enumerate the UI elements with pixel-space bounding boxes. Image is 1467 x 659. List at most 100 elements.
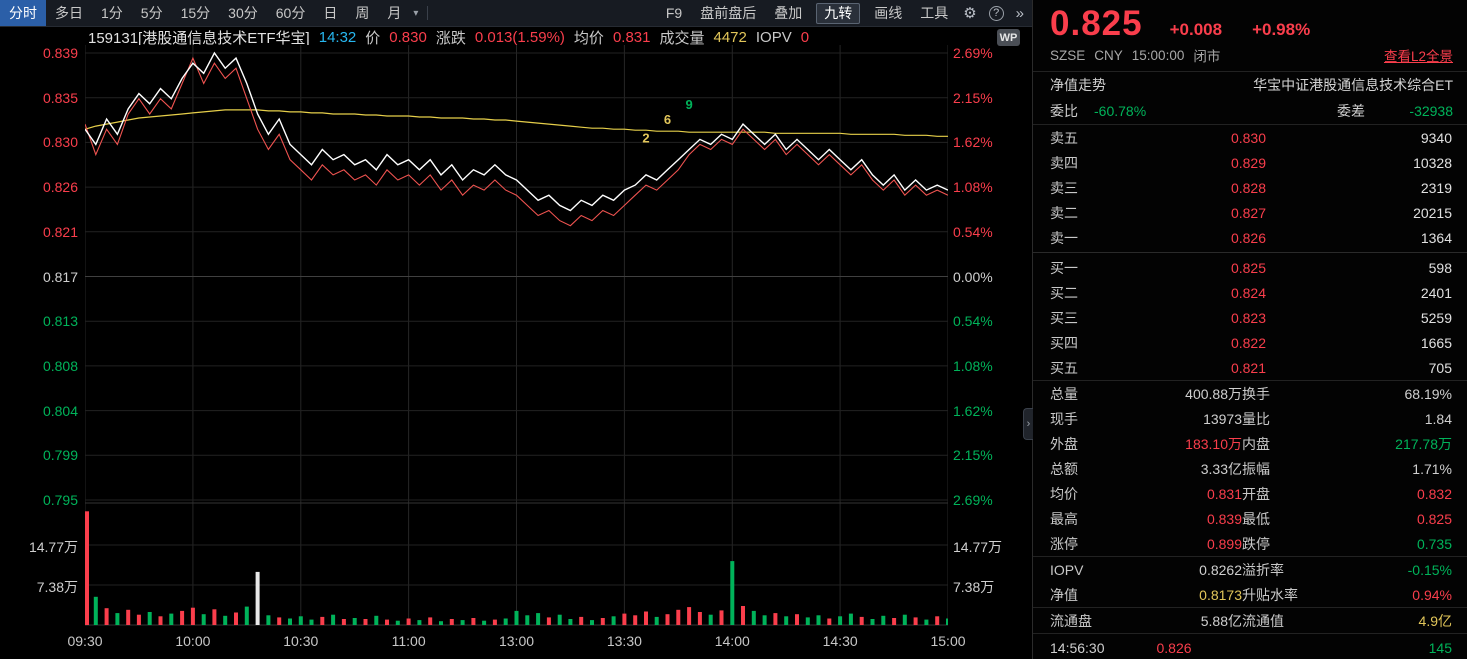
tab-weekly[interactable]: 周: [355, 5, 370, 21]
tick-row[interactable]: 14:56:30 0.826 145: [1033, 634, 1467, 659]
tool-tools[interactable]: 工具: [920, 5, 949, 21]
time-axis-label: 14:00: [714, 633, 750, 649]
bid-price: 0.825: [1230, 259, 1266, 276]
ask-row[interactable]: 卖一 0.826 1364: [1033, 225, 1467, 250]
percent-axis-label: 1.08%: [953, 179, 993, 196]
stats-row: 总量 400.88万 换手 68.19%: [1033, 381, 1467, 406]
panel-divider: [1033, 71, 1467, 72]
bid-row[interactable]: 买五 0.821 705: [1033, 355, 1467, 380]
tab-5min[interactable]: 5分: [140, 5, 163, 21]
l2-panorama-link[interactable]: 查看L2全景: [1383, 49, 1453, 64]
stat-value: 0.735: [1416, 535, 1452, 552]
stat-label: 流通盘: [1050, 612, 1092, 629]
stat-value: 0.8173: [1199, 586, 1242, 603]
fund-name: 华宝中证港股通信息技术综合ET: [1253, 77, 1453, 93]
stat-value: 0.825: [1416, 510, 1452, 527]
tab-intraday[interactable]: 分时: [0, 0, 46, 26]
time-axis-label: 10:00: [175, 633, 211, 649]
tab-30min[interactable]: 30分: [228, 5, 258, 21]
symbol-title: 159131[港股通信息技术ETF华宝]: [88, 29, 310, 47]
bid-row[interactable]: 买一 0.825 598: [1033, 255, 1467, 280]
chevron-down-icon[interactable]: ▾: [413, 7, 419, 19]
bid-row[interactable]: 买二 0.824 2401: [1033, 280, 1467, 305]
bid-row[interactable]: 买三 0.823 5259: [1033, 305, 1467, 330]
tick-time: 14:56:30: [1050, 640, 1105, 656]
ask-qty: 1364: [1420, 229, 1452, 246]
toolbar: 分时 多日 1分 5分 15分 30分 60分日周月 ▾ F9 盘前盘后 叠加 九转 画线 工具 ⚙ …: [0, 0, 1032, 27]
stat-label: 溢折率: [1242, 561, 1284, 578]
price-axis-label: 0.821: [42, 223, 78, 240]
tab-1min[interactable]: 1分: [101, 5, 123, 21]
crosshair-time: 14:32: [318, 28, 357, 46]
nine-turn-number: 6: [664, 112, 671, 127]
price-axis-label: 0.804: [42, 402, 78, 419]
avg-label: 均价: [573, 29, 604, 47]
stat-label: 升贴水率: [1242, 586, 1298, 603]
stats-row: 均价 0.831 开盘 0.832: [1033, 481, 1467, 506]
ask-row[interactable]: 卖二 0.827 20215: [1033, 200, 1467, 225]
panel-divider: [1033, 124, 1467, 125]
bid-price: 0.823: [1230, 309, 1266, 326]
tool-nine-turn[interactable]: 九转: [816, 2, 861, 24]
price-axis-label: 0.813: [42, 313, 78, 330]
bid-row[interactable]: 买四 0.822 1665: [1033, 330, 1467, 355]
bid-label: 买五: [1050, 359, 1078, 376]
stat-value: 400.88万: [1185, 385, 1242, 402]
tool-buttons: F9 盘前盘后 叠加 九转 画线 工具: [657, 0, 957, 26]
gear-icon[interactable]: ⚙: [963, 5, 977, 22]
price-axis-label: 0.799: [42, 447, 78, 464]
stat-value: 4.9亿: [1418, 612, 1452, 629]
tab-15min[interactable]: 15分: [180, 5, 211, 21]
ask-qty: 10328: [1413, 154, 1452, 171]
tab-monthly[interactable]: 月: [387, 5, 402, 21]
ask-row[interactable]: 卖四 0.829 10328: [1033, 150, 1467, 175]
stat-label: 流通值: [1242, 612, 1284, 629]
intraday-chart[interactable]: 269: [85, 45, 948, 630]
ask-row[interactable]: 卖三 0.828 2319: [1033, 175, 1467, 200]
tab-60min[interactable]: 60分: [275, 5, 306, 21]
ask-row[interactable]: 卖五 0.830 9340: [1033, 125, 1467, 150]
price-axis: 0.839 0.835 0.830 0.826 0.821 0.817 0.813 0.808…: [0, 45, 81, 630]
tab-daily[interactable]: 日: [323, 5, 338, 21]
tool-draw-line[interactable]: 画线: [874, 5, 903, 21]
stats-row: IOPV 0.8262 溢折率 -0.15%: [1033, 557, 1467, 582]
wp-watermark: WP: [997, 29, 1020, 46]
stat-value: 0.8262: [1199, 561, 1242, 578]
ask-qty: 9340: [1420, 129, 1452, 146]
time-axis: 09:30 10:00 10:30 11:00 13:00 13:30 14:00 14:30…: [0, 633, 1032, 653]
stat-value: 0.94%: [1412, 586, 1452, 603]
stat-value: 183.10万: [1185, 435, 1242, 452]
volume-axis-label: 14.77万: [28, 539, 78, 555]
weibi-label: 委比: [1050, 103, 1078, 119]
tool-f9[interactable]: F9: [665, 5, 683, 21]
percent-axis-label: 1.08%: [953, 357, 993, 374]
stat-label: 最低: [1242, 510, 1270, 527]
price-axis-label: 0.795: [42, 492, 78, 508]
percent-axis-label: 1.62%: [953, 134, 993, 151]
tool-pre-post-market[interactable]: 盘前盘后: [700, 5, 757, 21]
stat-label: 总量: [1050, 385, 1078, 402]
panel-collapse-handle[interactable]: ›: [1023, 408, 1033, 440]
help-icon[interactable]: ?: [988, 5, 1004, 21]
stat-label: 现手: [1050, 410, 1078, 427]
tick-price: 0.826: [1156, 640, 1192, 656]
chart-header: 159131[港股通信息技术ETF华宝] 14:32 价 0.830 涨跌 0.…: [0, 28, 1032, 46]
more-icon[interactable]: »: [1015, 4, 1024, 22]
stat-label: 跌停: [1242, 535, 1270, 552]
tab-multi-day[interactable]: 多日: [55, 5, 83, 21]
ask-label: 卖一: [1050, 229, 1078, 246]
stat-label: 总额: [1050, 460, 1078, 477]
nav-trend-label[interactable]: 净值走势: [1050, 77, 1106, 93]
stat-value: 13973: [1203, 410, 1242, 427]
percent-axis-label: 0.54%: [953, 223, 993, 240]
stat-value: 5.88亿: [1200, 612, 1242, 629]
ask-label: 卖五: [1050, 129, 1078, 146]
stat-value: 0.899: [1206, 535, 1242, 552]
price-change: +0.008: [1169, 20, 1223, 39]
stats-row: 外盘 183.10万 内盘 217.78万: [1033, 431, 1467, 456]
tool-overlay[interactable]: 叠加: [774, 5, 803, 21]
stat-value: 3.33亿: [1200, 460, 1242, 477]
bid-label: 买二: [1050, 284, 1078, 301]
stat-label: 均价: [1050, 485, 1078, 502]
stat-label: 量比: [1242, 410, 1270, 427]
